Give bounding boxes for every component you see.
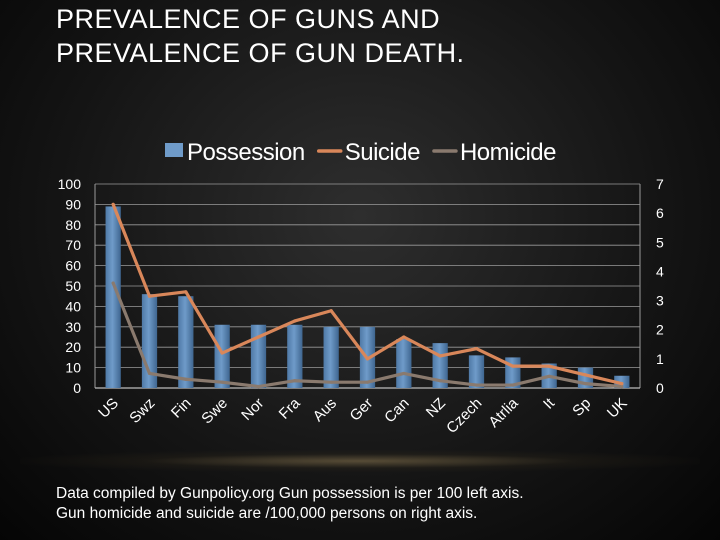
category-label-atrlia: Atrlia [485,394,522,431]
floor-glow [20,450,700,472]
suicide-point [111,202,115,206]
left-tick-label: 0 [73,380,81,396]
category-label-uk: UK [604,395,631,422]
right-tick-label: 6 [656,205,664,221]
left-tick-label: 20 [65,339,81,355]
suicide-point [438,354,442,358]
left-tick-label: 100 [58,176,82,192]
slide-title: PREVALENCE OF GUNS AND PREVALENCE OF GUN… [56,4,465,68]
suicide-point [329,309,333,313]
right-tick-label: 1 [656,351,664,367]
category-label-sp: Sp [569,395,594,420]
right-tick-label: 2 [656,322,664,338]
legend-label-possession: Possession [187,139,305,166]
left-tick-label: 30 [65,319,81,335]
right-tick-label: 0 [656,380,664,396]
slide-caption: Data compiled by Gunpolicy.org Gun posse… [56,484,696,524]
caption-line-2: Gun homicide and suicide are /100,000 pe… [56,505,478,522]
left-tick-label: 60 [65,258,81,274]
homicide-point [474,383,479,387]
homicide-point [293,379,297,383]
category-label-swe: Swe [198,395,231,428]
homicide-point [583,382,588,386]
category-label-nor: Nor [238,395,267,424]
category-label-czech: Czech [443,395,485,437]
possession-bar-nor [250,324,267,388]
chart-legend: Possession Suicide Homicide [165,139,557,166]
suicide-point [547,364,551,368]
rate-lines [111,202,624,389]
possession-bar-can [396,339,412,388]
right-tick-label: 5 [656,234,664,250]
caption-line-1: Data compiled by Gunpolicy.org Gun posse… [56,485,524,502]
suicide-point [365,357,370,361]
left-tick-label: 90 [65,196,81,212]
possession-bar-swe [214,324,230,388]
suicide-point [402,335,406,339]
left-tick-label: 70 [65,237,81,253]
left-tick-label: 10 [65,360,81,376]
left-axis-ticks: 0 10 20 30 40 50 60 70 80 90 100 [58,176,82,396]
homicide-point [402,371,406,376]
category-label-aus: Aus [310,395,340,425]
possession-bar-fra [287,324,303,388]
possession-bar-us [105,206,121,388]
homicide-point [365,380,370,384]
homicide-point [620,384,624,389]
suicide-point [293,319,297,323]
right-tick-label: 7 [656,176,664,192]
right-tick-label: 4 [656,263,664,279]
homicide-point [547,374,551,378]
category-label-it: It [540,394,559,413]
left-tick-label: 50 [65,278,81,294]
category-label-nz: NZ [423,395,449,421]
right-axis-ticks: 0 1 2 3 4 5 6 7 [656,176,664,396]
category-label-swz: Swz [126,395,158,427]
legend-label-homicide: Homicide [460,139,556,166]
suicide-point [220,351,224,355]
homicide-point [329,380,333,384]
possession-bars [105,206,630,388]
homicide-point [220,380,224,384]
category-label-fin: Fin [168,395,195,422]
homicide-point [147,371,152,376]
suicide-point [256,335,261,339]
suicide-point [583,373,588,377]
category-label-can: Can [381,395,412,426]
category-label-us: US [95,395,122,422]
left-tick-label: 80 [65,217,81,233]
homicide-point [184,377,188,381]
category-label-ger: Ger [347,395,377,425]
left-tick-label: 40 [65,298,81,314]
suicide-point [474,347,479,351]
gun-prevalence-chart: Possession Suicide Homicide 01020304050607… [58,139,664,437]
suicide-point [511,364,515,368]
possession-bar-aus [323,326,339,388]
homicide-point [511,383,515,387]
legend-swatch-possession [165,143,183,157]
homicide-point [256,384,261,389]
possession-bar-fin [178,296,194,388]
homicide-point [438,379,442,383]
category-label-fra: Fra [276,394,304,422]
suicide-point [147,294,152,298]
right-tick-label: 3 [656,293,664,309]
possession-bar-czech [468,355,485,388]
suicide-point [620,382,624,386]
homicide-point [111,281,115,285]
suicide-point [184,290,188,294]
legend-label-suicide: Suicide [345,139,420,166]
